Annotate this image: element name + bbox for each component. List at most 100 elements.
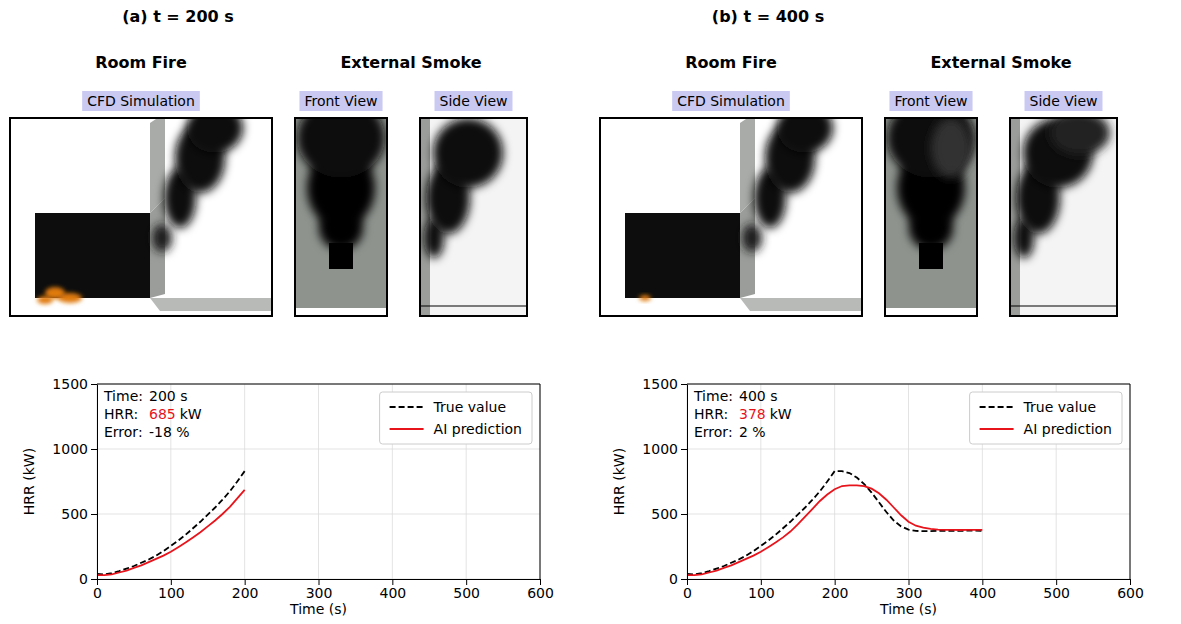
tick: 200 [232,579,259,601]
tick: 400 [969,579,996,601]
grid-line-x [318,384,319,579]
legend: True valueAI prediction [970,392,1122,444]
smoke [297,118,385,178]
annotation-label: Time: [693,388,733,404]
x-axis: 0100200300400500600 [93,579,554,601]
series-line [97,471,245,574]
smoke [887,118,975,178]
figure: (a) t = 200 s Room Fire CFD Simulation Exte… [0,0,1181,624]
tick: 100 [748,579,775,601]
view-label: Side View [1025,91,1103,111]
tick: 500 [61,506,97,522]
annotation-value: 685 [149,406,176,422]
view-label: CFD Simulation [82,91,200,111]
annotation: Time:HRR:Error:400 s378kW2 % [693,388,792,440]
grid-line-x [908,384,909,579]
floor [150,298,272,311]
grid-line-x [540,384,541,579]
render-image [1010,118,1117,316]
render-image [295,118,387,316]
grid-line-y [97,514,540,515]
group-heading: External Smoke [340,53,481,72]
legend: True value AI prediction [380,392,532,444]
smoke [37,296,53,304]
tick-label: 400 [379,585,406,601]
tick-label: 200 [822,585,849,601]
view-label: CFD Simulation [672,91,790,111]
annotation-label: Error: [694,424,733,440]
tick-mark [91,384,97,385]
wall-front [150,118,165,213]
image-frame [600,118,862,316]
tick: 400 [379,579,406,601]
render-image [600,118,862,316]
grid-line-y [687,514,1130,515]
legend-box [970,392,1122,444]
legend-swatch [980,406,1014,408]
grid-line-y [97,384,540,385]
background [600,118,862,316]
axis-line [687,385,688,580]
grid-line-x [1130,384,1131,579]
grid-line-y [97,449,540,450]
smoke [931,118,971,178]
grid-line-x [834,384,835,579]
tick: 300 [896,579,923,601]
annotation-value: 400 s [739,388,777,404]
grid-line-x [97,384,98,579]
legend-label: True value [1023,399,1096,415]
view-label-bg [889,91,972,111]
frame [540,384,541,579]
annotation-value: 378 [739,406,766,422]
render-image [885,118,977,316]
tick-label: 500 [61,506,88,522]
view-label-bg [82,91,200,111]
tick-label: 400 [969,585,996,601]
chart: 0100200300400500600050010001500Time (s)H… [611,376,1144,617]
tick: 600 [1117,579,1144,601]
tick: 100 [158,579,185,601]
room [35,213,150,298]
series-line [97,490,245,575]
group-heading: Room Fire [95,53,187,72]
tick: 0 [79,571,97,587]
annotation-unit: kW [180,406,202,422]
view-label-text: Side View [440,93,508,109]
grid-line-x [244,384,245,579]
tick-label: 300 [896,585,923,601]
image-frame [420,118,527,316]
tick-label: 1000 [642,441,678,457]
view-label-text: CFD Simulation [677,93,785,109]
tick-label: 1000 [52,441,88,457]
legend-item: AI prediction [390,421,522,437]
tick-label: 500 [1043,585,1070,601]
floor [740,298,862,311]
image-frame [10,118,272,316]
smoke [777,118,833,153]
smoke [433,118,503,188]
room [625,213,740,298]
tick-label: 0 [683,585,692,601]
tick-mark [681,579,687,580]
tick-label: 100 [158,585,185,601]
view-label-bg [435,91,513,111]
legend-item: True value [390,399,506,415]
tick-mark [91,449,97,450]
image-frame [885,118,977,316]
tick: 600 [527,579,554,601]
y-axis-title: HRR (kW) [611,448,627,515]
plot-marks [97,471,245,575]
wall [420,118,430,316]
tick: 0 [669,571,687,587]
annotation: Time:HRR:Error:200 s685kW-18 % [103,388,202,440]
smoke [1050,118,1110,155]
wall [1010,118,1020,316]
tick-mark [91,579,97,580]
render-image [420,118,527,316]
series-line [687,485,982,575]
smoke [639,295,651,301]
ground [295,308,387,316]
panel: (a) t = 200 s Room Fire CFD Simulation Exte… [10,7,527,316]
legend-label: AI prediction [434,421,522,437]
panel-title: (a) t = 200 s [122,7,234,26]
